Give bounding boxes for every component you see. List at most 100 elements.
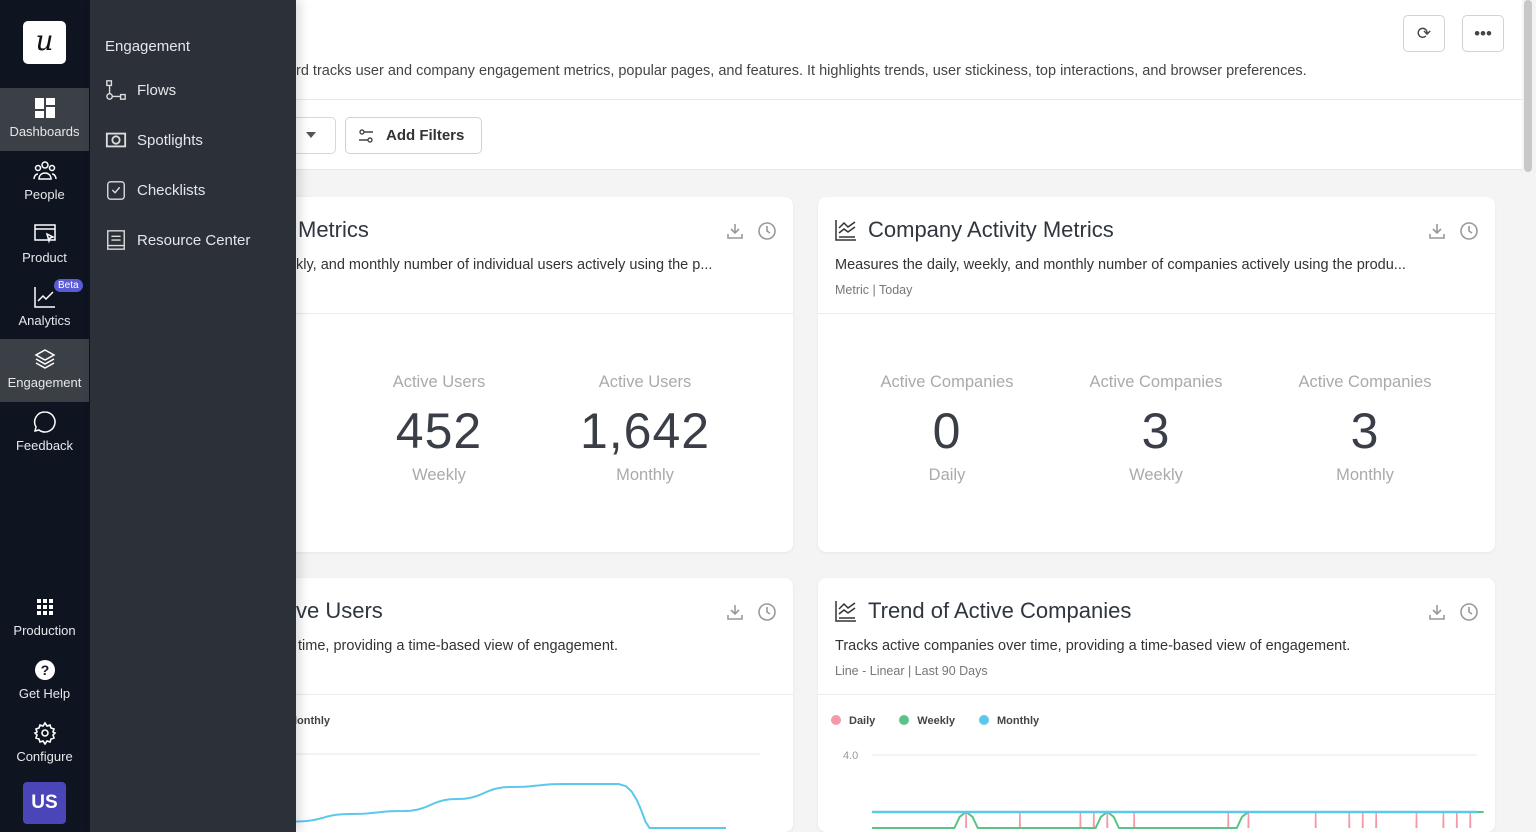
analytics-icon [33,287,55,308]
metric-label: Active Users [598,373,692,391]
refresh-icon: ⟳ [1416,24,1432,43]
card-description: Tracks active companies over time, provi… [835,638,1351,654]
people-icon [32,161,57,180]
resource-center-icon [107,230,125,250]
app-logo[interactable]: u [23,21,66,64]
flyout-item-checklists[interactable]: Checklists [105,179,205,201]
legend-weekly[interactable]: Weekly [899,715,955,727]
flyout-label: Checklists [137,181,206,199]
nav-label: Configure [16,749,73,764]
add-filters-label: Add Filters [386,127,465,144]
nav-production[interactable]: Production [0,587,89,650]
series-spike-daily [1018,811,1021,829]
y-tick-label: 4.0 [843,750,858,762]
metric-value: 3 [1350,403,1380,459]
divider [200,313,793,314]
series-line-monthly [295,783,726,829]
chart-icon [835,220,856,241]
chat-bubble-icon [33,411,56,433]
nav-configure[interactable]: Configure [0,713,89,776]
series-spike-daily [965,811,968,829]
dashboard-icon [34,98,55,118]
trend-companies-chart: 4.0 [843,750,1484,829]
card-actions [725,221,777,241]
add-filters-button[interactable]: Add Filters [345,117,482,154]
metric-period: Monthly [616,466,674,484]
spotlight-icon [105,132,127,148]
metric-weekly-companies: Active Companies 3 Weekly [1061,373,1251,485]
download-icon[interactable] [725,221,745,241]
clock-icon[interactable] [1459,221,1479,241]
metric-label: Active Companies [1298,373,1432,391]
nav-label: Analytics [18,313,71,328]
metric-value: 452 [395,403,483,459]
dashboard-description: rd tracks user and company engagement me… [296,63,1307,79]
flyout-item-resource-center[interactable]: Resource Center [105,229,250,251]
download-icon[interactable] [1427,221,1447,241]
metric-label: Active Companies [880,373,1014,391]
flyout-label: Spotlights [137,131,203,149]
flyout-item-flows[interactable]: Flows [105,79,176,101]
metric-daily-companies: Active Companies 0 Daily [852,373,1042,485]
svg-text:?: ? [40,662,49,678]
card-description: time, providing a time-based view of eng… [298,638,618,654]
legend-swatch [831,715,841,725]
date-range-dropdown[interactable] [286,117,336,154]
card-actions [1427,221,1479,241]
nav-product[interactable]: Product [0,214,89,277]
clock-icon[interactable] [757,602,777,622]
series-spike-daily [1079,811,1082,829]
more-options-button[interactable]: ••• [1462,15,1504,52]
grid-icon [36,599,53,615]
download-icon[interactable] [1427,602,1447,622]
flyout-label: Resource Center [137,231,251,249]
product-icon [33,224,56,244]
metric-value: 0 [932,403,962,459]
user-avatar[interactable]: US [23,782,66,824]
legend-monthly[interactable]: Monthly [979,715,1039,727]
series-spike-daily [1247,811,1250,829]
primary-sidebar: u Dashboards People Product Beta Analytic… [0,0,90,832]
chart-icon [835,601,856,622]
nav-dashboards[interactable]: Dashboards [0,88,89,151]
card-meta: Metric | Today [835,283,913,297]
card-meta: Line - Linear | Last 90 Days [835,664,988,678]
legend-monthly[interactable]: lonthly [294,715,331,727]
metric-value: 3 [1141,403,1171,459]
chart-legend: lonthly [294,715,330,727]
divider [818,694,1495,695]
card-actions [1427,602,1479,622]
nav-people[interactable]: People [0,151,89,214]
nav-engagement[interactable]: Engagement [0,339,89,402]
company-metrics-card: Company Activity Metrics Measures the da… [818,197,1495,552]
legend-label: Weekly [917,715,956,727]
card-title: Company Activity Metrics [868,217,1114,242]
legend-daily[interactable]: Daily [831,715,875,727]
nav-label: Production [13,623,76,638]
clock-icon[interactable] [1459,602,1479,622]
legend-label: Monthly [997,715,1040,727]
card-title: Metrics [298,217,369,242]
page-scrollbar[interactable] [1524,0,1532,172]
metric-label: Active Companies [1089,373,1223,391]
checklist-icon [107,181,125,200]
nav-label: Get Help [18,686,71,701]
card-description: Measures the daily, weekly, and monthly … [835,257,1406,273]
nav-get-help[interactable]: ? Get Help [0,650,89,713]
legend-label: Daily [849,715,876,727]
series-spike-daily [1348,811,1351,829]
metric-period: Daily [928,466,966,484]
metric-monthly-users: Active Users 1,642 Monthly [550,373,740,485]
divider [818,313,1495,314]
download-icon[interactable] [725,602,745,622]
engagement-flyout: Engagement Flows Spotlights Checklists R… [90,0,296,832]
flyout-item-spotlights[interactable]: Spotlights [105,129,203,151]
flyout-heading: Engagement [105,38,191,55]
help-icon: ? [34,660,55,680]
beta-badge: Beta [54,279,83,292]
refresh-button[interactable]: ⟳ [1403,15,1445,52]
series-spike-daily [1314,811,1317,829]
nav-analytics[interactable]: Beta Analytics [0,277,89,340]
clock-icon[interactable] [757,221,777,241]
nav-feedback[interactable]: Feedback [0,402,89,465]
